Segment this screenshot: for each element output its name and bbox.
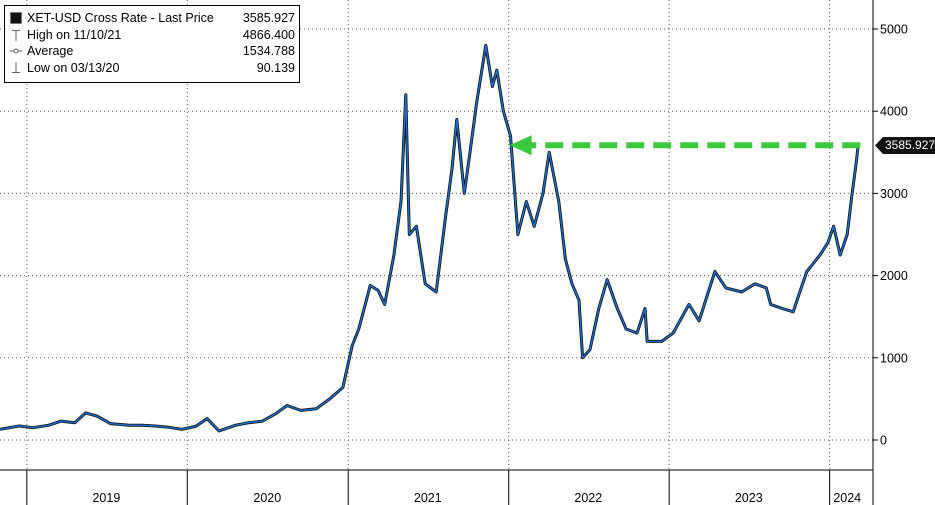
legend-last-value: 3585.927: [242, 11, 295, 25]
legend-title: XET-USD Cross Rate - Last Price: [27, 11, 214, 25]
last-price-tag: 3585.927: [875, 137, 935, 154]
legend-average-label: Average: [27, 44, 74, 58]
legend-square-icon: [10, 12, 22, 24]
x-tick-label: 2022: [574, 491, 602, 505]
x-tick-label: 2023: [735, 491, 763, 505]
x-tick-label: 2020: [253, 491, 281, 505]
y-tick-label: 5000: [880, 23, 908, 37]
y-tick-label: 2000: [880, 269, 908, 283]
legend-high-label: High on 11/10/21: [27, 28, 122, 42]
series: [0, 43, 860, 433]
legend-average-value: 1534.788: [242, 44, 295, 58]
price-line-shadow: [0, 43, 860, 433]
y-tick-label: 1000: [880, 351, 908, 365]
low-marker-icon: [12, 62, 20, 73]
x-tick-label: 2024: [833, 491, 861, 505]
legend-row-last-price: XET-USD Cross Rate - Last Price 3585.927: [5, 10, 299, 26]
legend-row-low: Low on 03/13/20 90.139: [5, 60, 299, 76]
legend-row-high: High on 11/10/21 4866.400: [5, 27, 299, 43]
grid: [0, 0, 873, 470]
legend-high-value: 4866.400: [242, 28, 295, 42]
legend-low-label: Low on 03/13/20: [27, 61, 120, 75]
y-tick-label: 3000: [880, 187, 908, 201]
legend-row-average: Average 1534.788: [5, 43, 299, 59]
last-price-arrow: [509, 135, 861, 156]
arrow-head: [509, 135, 532, 156]
x-tick-label: 2019: [92, 491, 120, 505]
x-tick-label: 2021: [414, 491, 442, 505]
high-marker-icon: [12, 30, 20, 41]
axes: 0 1000 2000 3000 4000 5000 2019 2020 2021 2022 202…: [0, 0, 908, 505]
chart-legend: XET-USD Cross Rate - Last Price 3585.927…: [4, 5, 300, 83]
y-tick-label: 0: [880, 434, 887, 448]
price-line: [0, 44, 859, 432]
average-marker-icon: [10, 48, 22, 54]
legend-low-value: 90.139: [256, 61, 295, 75]
y-tick-label: 4000: [880, 105, 908, 119]
